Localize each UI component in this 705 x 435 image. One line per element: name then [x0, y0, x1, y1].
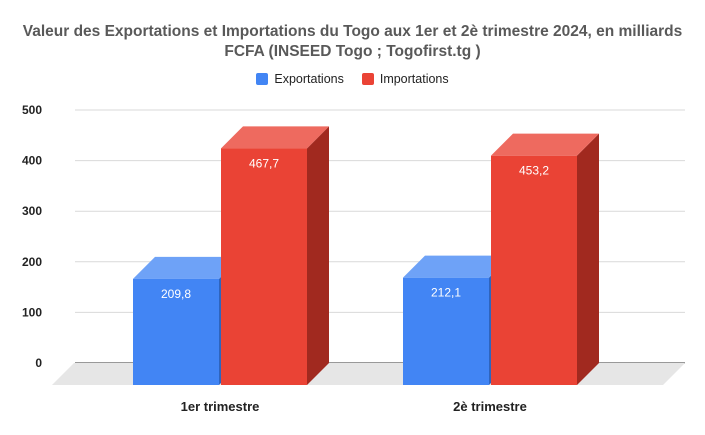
- data-label-exportations-1: 209,8: [161, 287, 191, 301]
- x-category-label-2: 2è trimestre: [453, 399, 527, 414]
- legend-item-exportations: Exportations: [256, 72, 344, 86]
- y-tick-label-200: 200: [22, 255, 42, 269]
- legend-label-exportations: Exportations: [274, 72, 344, 86]
- chart-title-line-2: FCFA (INSEED Togo ; Togofirst.tg ): [224, 43, 481, 60]
- legend-swatch-importations: [361, 73, 374, 85]
- bar-exportations-1: [133, 278, 219, 385]
- data-label-exportations-2: 212,1: [431, 286, 461, 300]
- chart-legend: Exportations Importations: [0, 72, 705, 86]
- legend-item-importations: Importations: [361, 72, 449, 86]
- legend-label-importations: Importations: [379, 72, 449, 86]
- y-tick-label-300: 300: [22, 204, 42, 218]
- x-category-label-1: 1er trimestre: [181, 399, 260, 414]
- bar-importations-1: [221, 148, 307, 385]
- bar-top-exportations-1: [133, 256, 241, 279]
- bar-side-importations-1: [307, 126, 329, 385]
- y-tick-label-500: 500: [22, 103, 42, 117]
- bar-exportations-2: [403, 277, 489, 385]
- bar-side-importations-2: [577, 133, 599, 385]
- y-tick-label-400: 400: [22, 154, 42, 168]
- legend-swatch-exportations: [256, 73, 269, 85]
- data-label-importations-1: 467,7: [249, 156, 279, 170]
- chart-title-line-1: Valeur des Exportations et Importations …: [22, 23, 683, 40]
- data-label-importations-2: 453,2: [519, 164, 549, 178]
- bar-importations-2: [491, 155, 577, 385]
- y-tick-label-100: 100: [22, 305, 42, 319]
- chart-title: Valeur des Exportations et Importations …: [0, 22, 705, 62]
- bar-top-exportations-2: [403, 255, 511, 278]
- bar-top-importations-1: [221, 126, 329, 149]
- bar-top-importations-2: [491, 133, 599, 156]
- y-tick-label-0: 0: [35, 356, 42, 370]
